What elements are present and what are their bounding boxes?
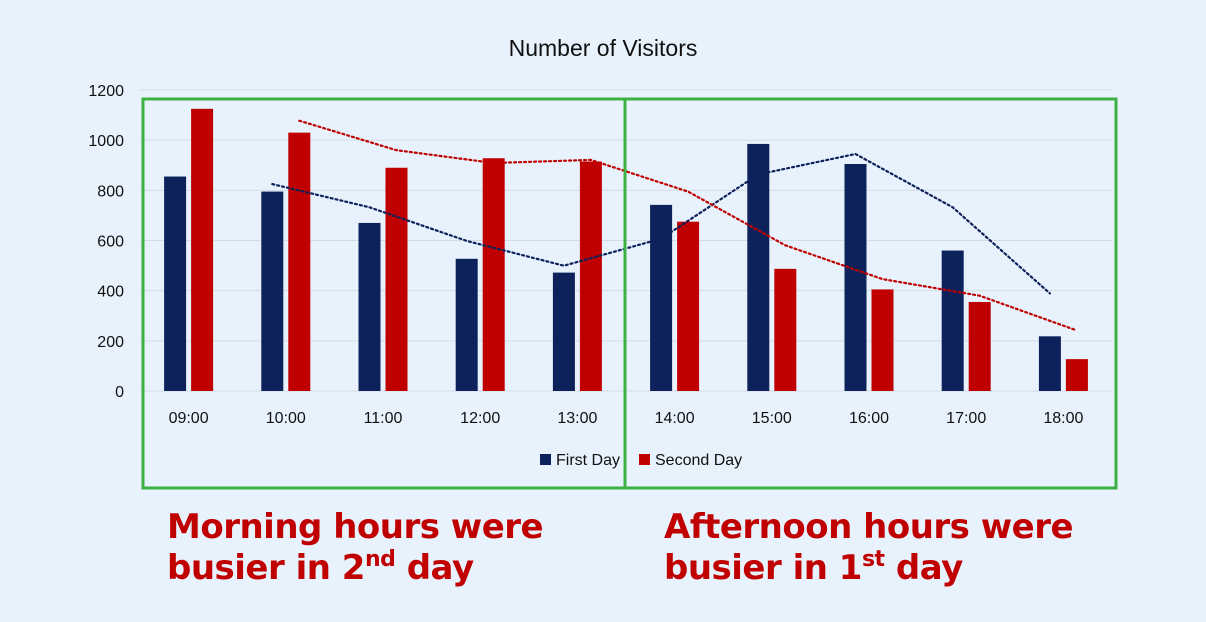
x-tick-label: 14:00 <box>655 410 695 427</box>
legend-swatch <box>639 454 650 465</box>
annotation-morning-line2: busier in 2nd day <box>167 548 543 589</box>
annotation-morning-line2-text: busier in 2 <box>167 548 365 588</box>
y-tick-label: 1000 <box>88 133 124 150</box>
bar-first-day <box>844 163 867 391</box>
bar-first-day <box>552 272 575 391</box>
bar-second-day <box>385 167 408 391</box>
legend-swatch <box>540 454 551 465</box>
annotation-morning-line2-end: day <box>395 548 474 588</box>
annotation-afternoon-line2-text: busier in 1 <box>664 548 862 588</box>
x-tick-label: 13:00 <box>557 410 597 427</box>
chart-title: Number of Visitors <box>509 35 698 61</box>
bar-first-day <box>358 222 381 391</box>
bar-first-day <box>941 250 964 391</box>
x-tick-label: 09:00 <box>169 410 209 427</box>
highlight-box-morning <box>141 97 627 490</box>
bar-second-day <box>677 221 700 391</box>
bar-first-day <box>455 258 478 391</box>
legend-label: Second Day <box>655 452 742 469</box>
trendline-first-day <box>271 152 1052 295</box>
y-tick-label: 200 <box>97 334 124 351</box>
y-tick-label: 800 <box>97 183 124 200</box>
annotation-afternoon-line2-end: day <box>884 548 963 588</box>
bar-first-day <box>650 204 673 391</box>
bar-first-day <box>1038 336 1061 391</box>
bar-second-day <box>968 301 991 391</box>
x-tick-label: 18:00 <box>1043 410 1083 427</box>
x-tick-label: 16:00 <box>849 410 889 427</box>
annotation-afternoon-line1: Afternoon hours were <box>664 507 1074 547</box>
y-axis-ticks: 0 200 400 600 800 1000 1200 <box>88 83 124 401</box>
x-tick-label: 12:00 <box>460 410 500 427</box>
x-tick-label: 17:00 <box>946 410 986 427</box>
annotation-morning-line1: Morning hours were <box>167 507 544 547</box>
bar-second-day <box>191 108 214 391</box>
x-tick-label: 15:00 <box>752 410 792 427</box>
x-tick-label: 11:00 <box>364 410 403 427</box>
bar-first-day <box>261 191 284 391</box>
bars <box>164 108 1088 391</box>
x-axis-ticks: 09:00 10:00 11:00 12:00 13:00 14:00 15:00 16:00… <box>169 410 1084 427</box>
y-tick-label: 400 <box>97 284 124 301</box>
bar-second-day <box>579 161 602 391</box>
y-tick-label: 600 <box>97 234 124 251</box>
x-tick-label: 10:00 <box>266 410 306 427</box>
bar-second-day <box>774 268 797 391</box>
annotation-afternoon-line2: busier in 1st day <box>664 548 1073 589</box>
trendline-second-day <box>298 119 1079 332</box>
bar-second-day <box>482 158 505 391</box>
bar-second-day <box>1065 359 1088 391</box>
y-tick-label: 0 <box>115 384 124 401</box>
trendlines <box>271 119 1079 332</box>
bar-second-day <box>288 132 311 391</box>
bar-first-day <box>164 176 187 391</box>
annotation-afternoon-ordinal: st <box>861 547 885 572</box>
annotation-morning: Morning hours were busier in 2nd day <box>167 507 544 589</box>
highlight-boxes <box>141 97 1118 490</box>
y-tick-label: 1200 <box>88 83 124 100</box>
legend: First Day Second Day <box>540 452 742 469</box>
annotation-morning-ordinal: nd <box>364 547 396 572</box>
legend-label: First Day <box>556 452 620 469</box>
bar-second-day <box>871 289 894 391</box>
bar-first-day <box>747 143 770 391</box>
annotation-afternoon: Afternoon hours were busier in 1st day <box>664 507 1074 589</box>
highlight-box-afternoon <box>623 97 1118 490</box>
